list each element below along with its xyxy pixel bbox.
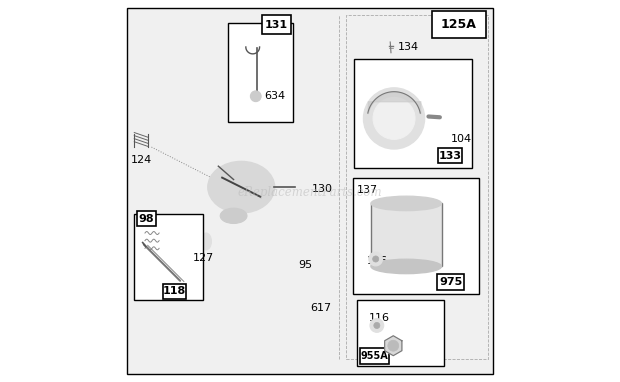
Text: 134: 134: [398, 42, 419, 52]
Text: 116: 116: [369, 313, 390, 323]
Text: 98: 98: [139, 214, 154, 223]
Circle shape: [373, 256, 379, 262]
Bar: [371, 203, 441, 267]
Circle shape: [363, 88, 425, 149]
Text: 124: 124: [131, 155, 152, 165]
Bar: [360, 348, 389, 364]
Bar: [138, 211, 156, 226]
Bar: [432, 11, 485, 38]
Ellipse shape: [371, 196, 441, 211]
Text: 116: 116: [367, 256, 388, 265]
Text: 131: 131: [265, 20, 288, 30]
Ellipse shape: [201, 233, 211, 250]
Text: 955A: 955A: [361, 351, 389, 361]
Text: 95: 95: [298, 260, 312, 270]
Bar: [438, 148, 462, 163]
Bar: [262, 15, 291, 34]
Circle shape: [374, 322, 380, 329]
Bar: [437, 274, 464, 290]
Bar: [228, 23, 293, 122]
Text: 127: 127: [193, 253, 215, 263]
Text: 104: 104: [451, 134, 472, 144]
Circle shape: [369, 252, 383, 266]
Bar: [353, 178, 479, 294]
Text: 133: 133: [438, 151, 461, 161]
Circle shape: [388, 340, 399, 351]
Circle shape: [370, 319, 384, 332]
Text: 137: 137: [356, 185, 378, 195]
Circle shape: [373, 97, 415, 139]
Text: 130: 130: [312, 184, 333, 194]
Bar: [163, 284, 186, 299]
Circle shape: [250, 91, 261, 102]
Ellipse shape: [371, 259, 441, 274]
Polygon shape: [384, 336, 402, 356]
Ellipse shape: [220, 208, 247, 223]
Bar: [133, 214, 203, 300]
Text: 118: 118: [163, 286, 186, 296]
Bar: [354, 59, 472, 168]
Text: eReplacementParts.com: eReplacementParts.com: [237, 186, 383, 199]
Ellipse shape: [208, 161, 275, 213]
Text: 975: 975: [439, 277, 462, 287]
Text: 125A: 125A: [441, 18, 477, 31]
Text: 617: 617: [310, 303, 331, 312]
Text: 634: 634: [264, 91, 285, 101]
Bar: [356, 300, 445, 366]
